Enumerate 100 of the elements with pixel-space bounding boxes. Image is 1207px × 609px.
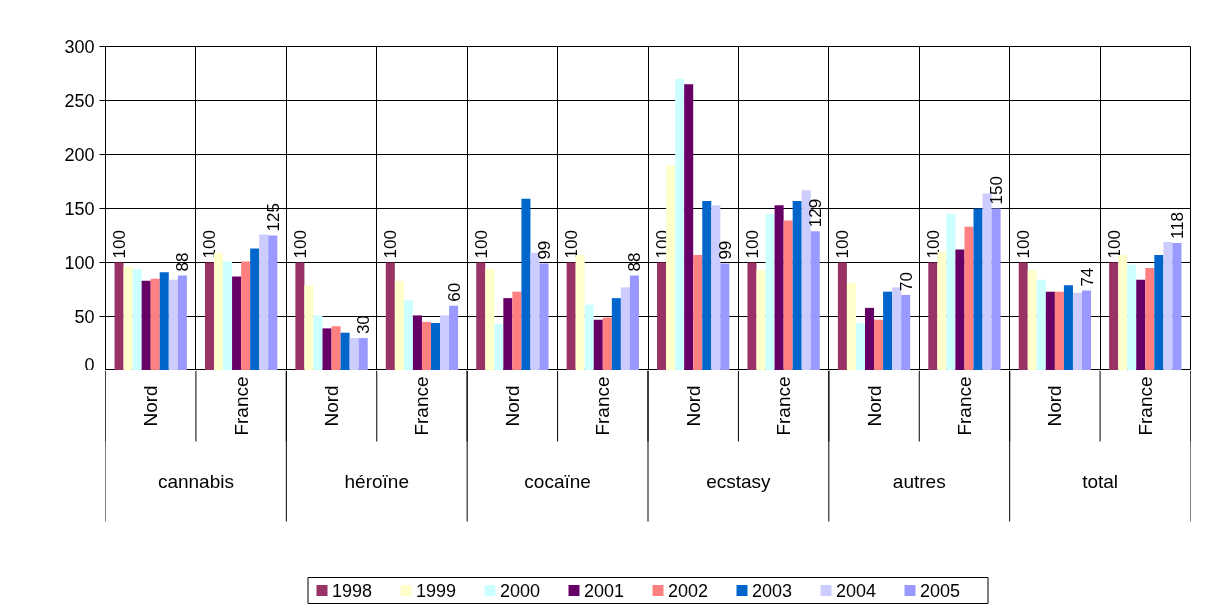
bar: [431, 322, 441, 370]
data-label: 74: [1077, 267, 1097, 287]
y-tick-label: 200: [64, 145, 95, 165]
data-label: 99: [715, 240, 735, 260]
x-tick-label: Nord: [321, 385, 343, 427]
bar: [521, 198, 531, 370]
bar: [421, 321, 431, 370]
bar: [666, 165, 676, 370]
x-tick-label: France: [411, 376, 433, 436]
bar: [1136, 279, 1146, 370]
bar: [693, 254, 703, 370]
bar: [765, 213, 775, 370]
bar: [168, 279, 178, 370]
bar: [349, 338, 359, 370]
data-label: 100: [1104, 230, 1124, 259]
bar: [1027, 270, 1037, 370]
x-tick-label: Nord: [140, 385, 162, 427]
bar: [1163, 241, 1173, 370]
bar: [991, 208, 1001, 370]
bar: [1154, 254, 1164, 370]
bar: [241, 261, 251, 370]
bar: [657, 262, 667, 370]
text: total: [1082, 471, 1119, 492]
bar: [566, 262, 576, 370]
legend-label: 2001: [584, 581, 625, 601]
bar: [874, 319, 884, 370]
x-tick-label: Nord: [863, 385, 885, 427]
bar: [259, 234, 269, 370]
data-label: 99: [535, 240, 555, 260]
bar: [322, 328, 332, 370]
legend-label: 2003: [752, 581, 793, 601]
bar: [268, 235, 278, 370]
bar: [295, 262, 305, 370]
bar: [584, 304, 594, 370]
bar: [928, 262, 938, 370]
y-tick-label: 50: [74, 307, 95, 327]
data-label: 100: [833, 230, 853, 259]
bar: [1054, 291, 1064, 370]
data-label: 100: [200, 230, 220, 259]
bar: [865, 307, 875, 370]
data-label: 100: [381, 230, 401, 259]
bar: [1145, 267, 1155, 370]
y-tick-label: 150: [64, 199, 95, 219]
bar: [313, 315, 323, 370]
data-label: 88: [173, 252, 193, 272]
bar: [837, 262, 847, 370]
bar: [449, 305, 459, 370]
y-tick-label: 100: [64, 253, 95, 273]
bar: [440, 315, 450, 370]
bar: [204, 262, 214, 370]
bar: [412, 315, 422, 370]
bar: [114, 262, 124, 370]
bar: [602, 317, 612, 370]
bar: [792, 200, 802, 370]
bar: [892, 287, 902, 370]
legend-label: 2005: [920, 581, 961, 601]
x-tick-label: Nord: [682, 385, 704, 427]
bar: [159, 272, 169, 370]
bar: [1172, 243, 1182, 370]
data-label: 125: [263, 203, 283, 232]
bar: [494, 324, 504, 370]
bar: [1045, 291, 1055, 370]
bar: [1036, 279, 1046, 370]
data-label: 70: [896, 271, 916, 291]
bar: [476, 262, 486, 370]
y-tick-label: 0: [84, 354, 95, 375]
bar: [973, 208, 983, 370]
x-tick-label: Nord: [501, 385, 523, 427]
bar: [964, 226, 974, 370]
bar: [747, 262, 757, 370]
x-tick-label: France: [1134, 376, 1156, 436]
bar: [593, 319, 603, 370]
bar: [901, 294, 911, 370]
bar: [304, 285, 314, 370]
data-label: 129: [806, 198, 826, 228]
bar: [214, 252, 224, 370]
legend-label: 1999: [416, 581, 457, 601]
bar: [702, 200, 712, 370]
bar: [530, 252, 540, 370]
data-label: 88: [625, 252, 645, 272]
data-label: 100: [742, 230, 762, 259]
bar: [684, 84, 694, 370]
text: ecstasy: [706, 471, 772, 492]
data-label: 60: [444, 282, 464, 302]
legend-label: 2000: [500, 581, 541, 601]
bar: [358, 338, 368, 370]
text: autres: [892, 471, 946, 492]
data-label: 118: [1167, 211, 1187, 240]
bar: [955, 249, 965, 370]
legend-label: 2004: [836, 581, 877, 601]
bar: [937, 251, 947, 370]
x-tick-label: Nord: [1044, 385, 1066, 427]
bar: [150, 278, 160, 370]
data-label: 100: [1014, 230, 1034, 259]
bar: [123, 266, 133, 370]
bar: [1072, 292, 1082, 370]
text: héroïne: [344, 471, 409, 492]
bar: [385, 262, 395, 370]
bar: [1063, 285, 1073, 370]
legend-label: 1998: [332, 581, 373, 601]
